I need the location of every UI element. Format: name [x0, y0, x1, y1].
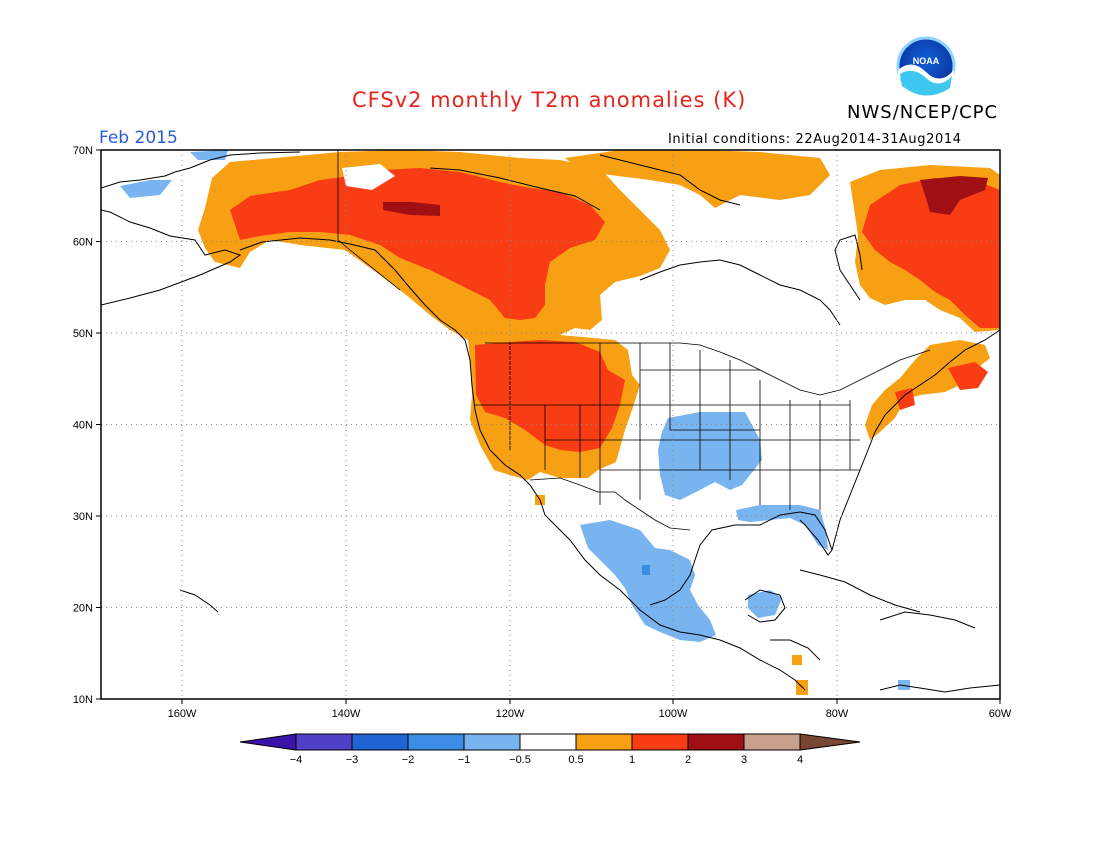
anomaly-field [120, 150, 1000, 695]
chart-title: CFSv2 monthly T2m anomalies (K) [352, 88, 747, 112]
valid-month: Feb 2015 [99, 128, 178, 148]
anomaly-red-maritimes [948, 362, 988, 390]
colorbar-label: 2 [685, 754, 691, 766]
colorbar-bin [575, 733, 633, 751]
colorbar-label: −3 [346, 754, 359, 766]
anomaly-orange-newengland [865, 340, 990, 440]
anomaly-red-newengland [895, 388, 915, 410]
colorbar-bin [519, 733, 577, 751]
colorbar-label: −0.5 [509, 754, 531, 766]
lat-label: 60N [73, 237, 93, 249]
lat-label: 40N [73, 420, 93, 432]
anomaly-darkred-labrador [920, 176, 988, 215]
colorbar-bin [351, 733, 409, 751]
lon-label: 100W [659, 708, 688, 720]
colorbar-label: 0.5 [568, 754, 583, 766]
colorbar-bin [463, 733, 521, 751]
lat-label: 50N [73, 328, 93, 340]
anomaly-neutral-patch [342, 164, 395, 190]
colorbar-label: −4 [290, 754, 303, 766]
colorbar-bin [295, 733, 353, 751]
noaa-logo: NOAA [896, 36, 956, 96]
anomaly-blue-arctic [190, 150, 228, 160]
lat-label: 30N [73, 511, 93, 523]
colorbar-label: 1 [629, 754, 635, 766]
noaa-logo-text: NOAA [913, 56, 940, 66]
anomaly-red-northeast [862, 178, 1000, 328]
lat-label: 70N [73, 145, 93, 157]
anomaly-blue-central-us [658, 412, 762, 500]
anomaly-blue-venezuela [898, 680, 910, 690]
lon-label: 60W [989, 708, 1012, 720]
lat-label: 20N [73, 603, 93, 615]
colorbar-label: 4 [797, 754, 803, 766]
colorbar-label: −2 [402, 754, 415, 766]
anomaly-blue-mexico-dark [642, 565, 650, 575]
anomaly-blue-florida [736, 505, 828, 550]
anomaly-blue-alaska-west [120, 180, 172, 198]
lon-label: 80W [826, 708, 849, 720]
agency-label: NWS/NCEP/CPC [847, 102, 999, 123]
anomaly-red-us-west [475, 340, 625, 452]
lon-label: 140W [332, 708, 361, 720]
longitude-labels: 160W 140W 120W 100W 80W 60W [168, 708, 1012, 720]
anomaly-red-west [230, 168, 605, 320]
anomaly-orange-centralamerica [792, 655, 802, 665]
colorbar-label: −1 [458, 754, 471, 766]
anomaly-blue-mexico [580, 520, 716, 642]
initial-conditions: Initial conditions: 22Aug2014-31Aug2014 [668, 132, 962, 147]
lon-label: 120W [496, 708, 525, 720]
colorbar-low-arrow [239, 733, 297, 751]
colorbar: −4 −3 −2 −1 −0.5 0.5 1 2 3 4 [239, 733, 861, 766]
anomaly-blue-yucatan [748, 590, 782, 618]
axis-ticks [96, 149, 1001, 704]
political-borders [337, 150, 931, 531]
colorbar-label: 3 [741, 754, 747, 766]
anomaly-orange-arctic [565, 150, 830, 208]
latitude-labels: 70N 60N 50N 40N 30N 20N 10N [73, 145, 93, 706]
colorbar-bin [407, 733, 465, 751]
colorbar-high-arrow [799, 733, 861, 751]
lon-label: 160W [168, 708, 197, 720]
lat-label: 10N [73, 694, 93, 706]
colorbar-bin [631, 733, 689, 751]
anomaly-darkred-yukon [383, 202, 440, 216]
colorbar-bin [743, 733, 801, 751]
colorbar-bin [687, 733, 745, 751]
